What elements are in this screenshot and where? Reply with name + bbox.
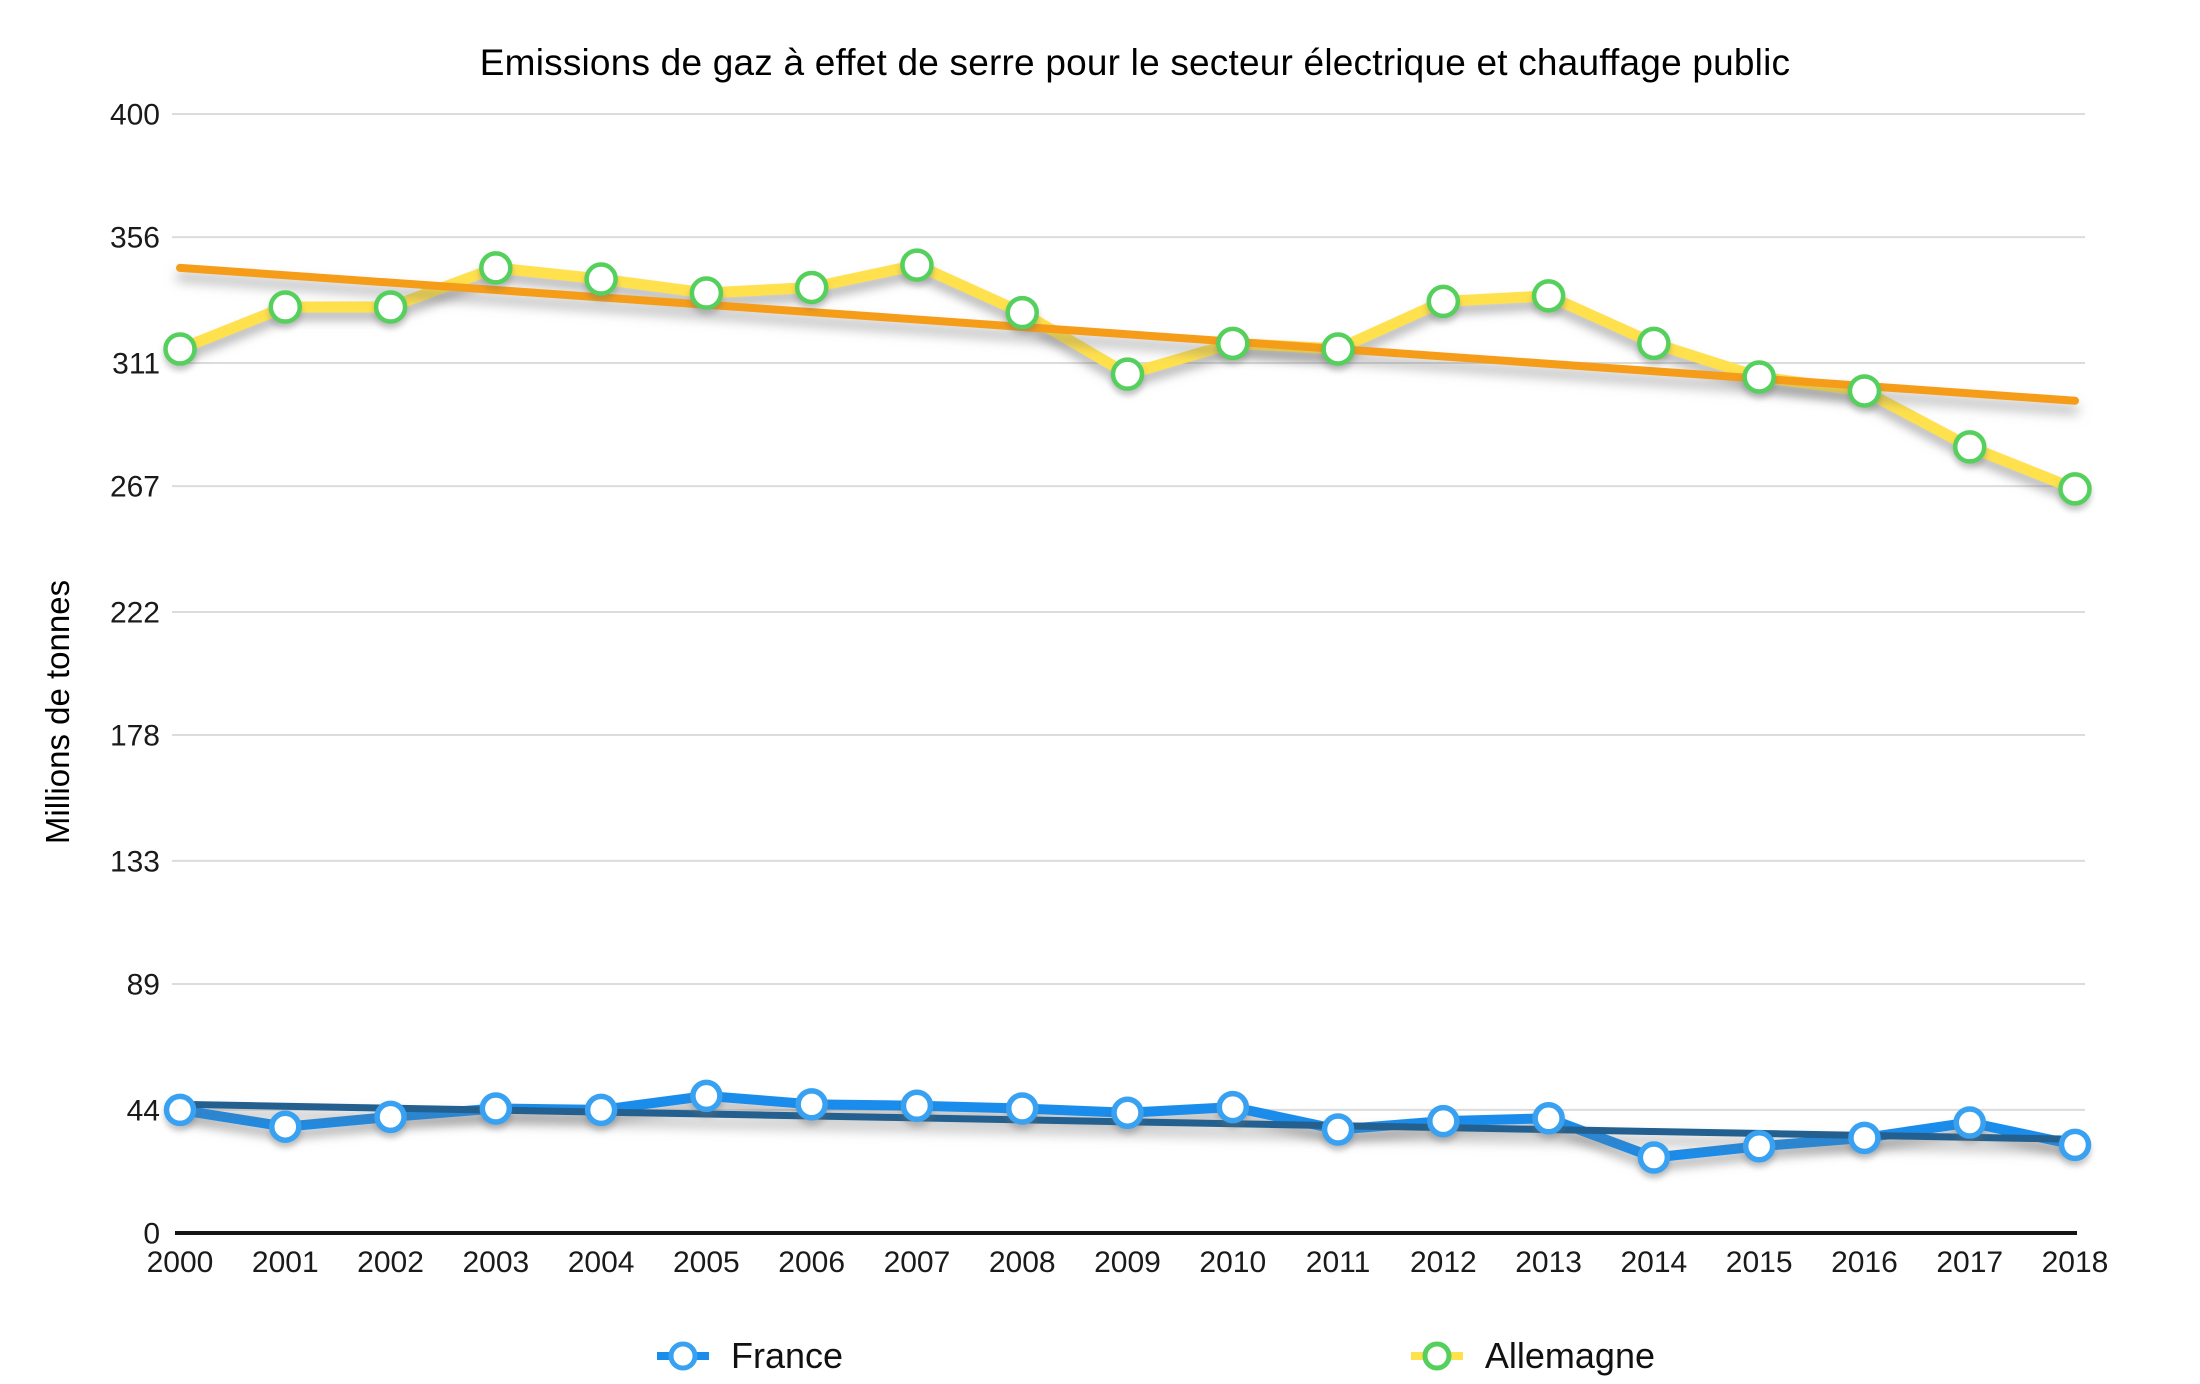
france-marker-2004 <box>584 1093 618 1127</box>
allemagne-marker-2004 <box>584 262 618 296</box>
x-tick-label: 2015 <box>1726 1246 1793 1279</box>
allemagne-marker-2016 <box>1847 374 1882 408</box>
allemagne-legend-marker-icon <box>1410 1341 1463 1371</box>
x-tick-label: 2001 <box>252 1246 319 1279</box>
x-tick-label: 2017 <box>1936 1246 2003 1279</box>
france-marker-2000 <box>163 1093 197 1127</box>
allemagne-marker-2002 <box>373 290 408 324</box>
allemagne-marker-2018 <box>2058 472 2092 506</box>
legend-item-france: France <box>655 1335 843 1377</box>
legend-label-france: France <box>731 1335 844 1376</box>
allemagne-marker-2008 <box>1005 295 1039 330</box>
france-legend-marker-icon <box>657 1341 709 1371</box>
allemagne-marker-2014 <box>1637 326 1671 361</box>
x-tick-label: 2018 <box>2042 1246 2109 1279</box>
y-tick-label: 0 <box>143 1218 160 1251</box>
x-tick-label: 2005 <box>673 1246 740 1279</box>
france-marker-2014 <box>1637 1141 1671 1174</box>
y-tick-label: 267 <box>110 471 160 504</box>
allemagne-marker-2006 <box>794 270 829 305</box>
chart-legend: France Allemagne <box>655 1322 1655 1384</box>
allemagne-marker-2007 <box>900 248 934 282</box>
france-marker-2007 <box>900 1089 934 1122</box>
x-tick-label: 2002 <box>357 1246 424 1279</box>
y-tick-label: 356 <box>110 222 160 255</box>
allemagne-marker-2011 <box>1321 332 1355 366</box>
allemagne-marker-2010 <box>1216 326 1250 361</box>
x-tick-label: 2006 <box>778 1246 845 1279</box>
y-axis-title: Millions de tonnes <box>39 579 76 845</box>
france-marker-2001 <box>269 1110 302 1143</box>
x-tick-label: 2011 <box>1306 1246 1371 1279</box>
allemagne-marker-2013 <box>1531 279 1566 313</box>
france-marker-2018 <box>2058 1128 2092 1162</box>
france-marker-2017 <box>1953 1106 1986 1139</box>
allemagne-marker-2003 <box>479 251 513 285</box>
france-marker-2012 <box>1427 1104 1460 1138</box>
chart-title: Emissions de gaz à effet de serre pour l… <box>479 42 1791 83</box>
x-tick-label: 2000 <box>147 1246 214 1279</box>
allemagne-marker-2015 <box>1742 360 1776 394</box>
x-tick-label: 2016 <box>1831 1246 1898 1279</box>
allemagne-marker-2001 <box>268 290 303 324</box>
x-tick-label: 2007 <box>884 1246 951 1279</box>
y-tick-label: 133 <box>110 845 160 878</box>
x-tick-label: 2004 <box>568 1246 635 1279</box>
france-marker-2005 <box>690 1079 723 1113</box>
allemagne-marker-2009 <box>1110 357 1145 391</box>
y-tick-label: 222 <box>110 596 160 629</box>
france-marker-2006 <box>795 1088 828 1121</box>
france-marker-2009 <box>1111 1096 1144 1129</box>
allemagne-marker-2012 <box>1426 284 1461 319</box>
allemagne-marker-2005 <box>689 276 724 310</box>
x-tick-label: 2013 <box>1515 1246 1582 1279</box>
allemagne-marker-2000 <box>163 332 197 366</box>
france-marker-2015 <box>1742 1130 1776 1163</box>
x-tick-label: 2012 <box>1410 1246 1477 1279</box>
y-tick-label: 44 <box>127 1094 160 1127</box>
france-marker-2013 <box>1532 1102 1565 1135</box>
legend-item-allemagne: Allemagne <box>1409 1335 1655 1377</box>
legend-label-allemagne: Allemagne <box>1484 1335 1655 1376</box>
x-tick-label: 2014 <box>1621 1246 1688 1279</box>
france-marker-2002 <box>374 1100 407 1134</box>
y-tick-label: 400 <box>110 99 160 132</box>
x-tick-label: 2009 <box>1094 1246 1161 1279</box>
france-marker-2010 <box>1216 1090 1250 1124</box>
x-tick-label: 2003 <box>462 1246 529 1279</box>
allemagne-marker-2017 <box>1952 430 1987 464</box>
y-tick-label: 311 <box>112 347 160 380</box>
france-marker-2008 <box>1005 1092 1039 1125</box>
france-marker-2003 <box>479 1092 513 1125</box>
france-marker-2011 <box>1321 1113 1355 1146</box>
y-tick-label: 89 <box>127 969 160 1002</box>
france-marker-2016 <box>1848 1121 1881 1155</box>
x-tick-label: 2010 <box>1199 1246 1266 1279</box>
y-tick-label: 178 <box>110 720 160 753</box>
x-tick-label: 2008 <box>989 1246 1056 1279</box>
